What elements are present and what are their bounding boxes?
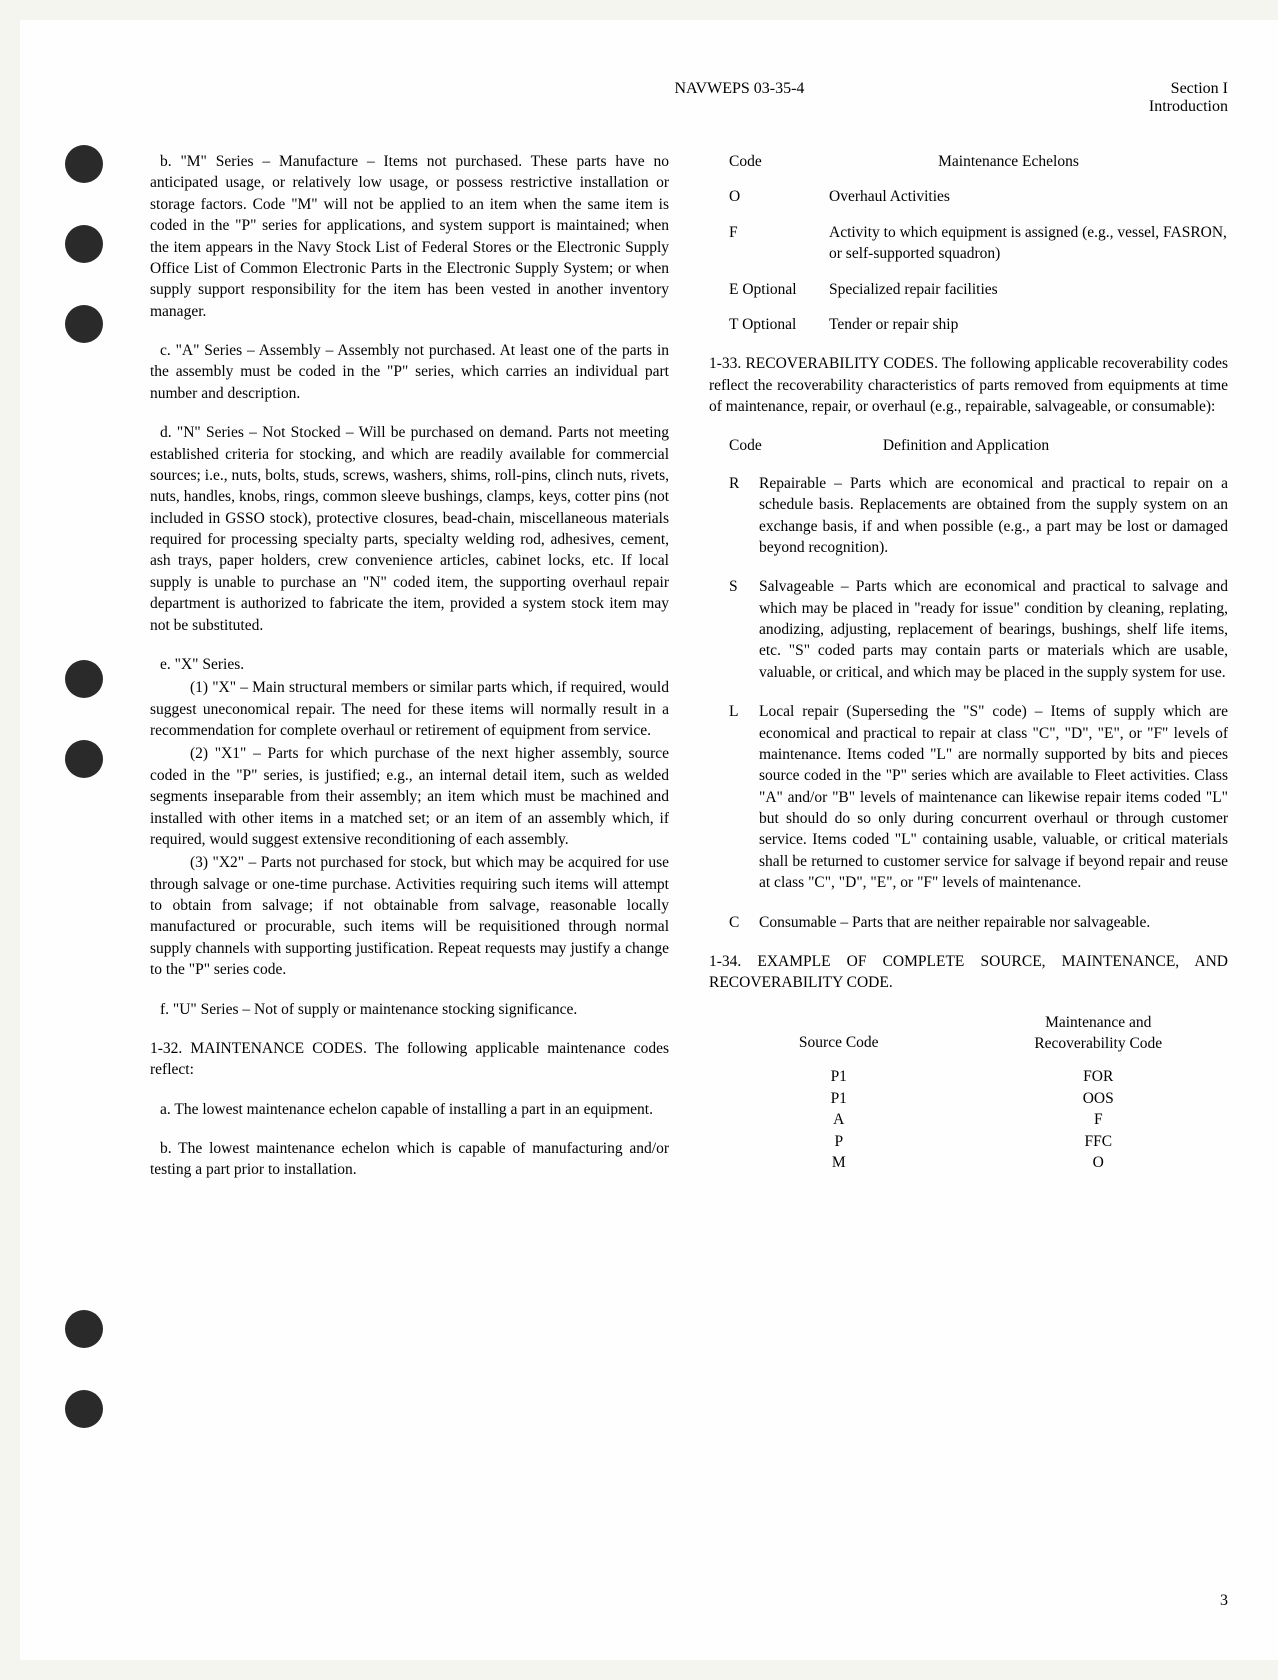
doc-id: NAVWEPS 03-35-4 — [150, 80, 1149, 116]
example-source: P — [709, 1131, 969, 1152]
example-maint: FFC — [969, 1131, 1229, 1152]
echelon-row: T Optional Tender or repair ship — [709, 314, 1228, 335]
example-maint: O — [969, 1152, 1229, 1173]
binder-hole — [65, 1390, 103, 1428]
example-header-source: Source Code — [709, 1012, 969, 1055]
binder-hole — [65, 225, 103, 263]
echelon-code: T Optional — [709, 314, 829, 335]
paragraph-133: 1-33. RECOVERABILITY CODES. The followin… — [709, 353, 1228, 417]
definition-row: C Consumable – Parts that are neither re… — [709, 912, 1228, 933]
paragraph-e3: (3) "X2" – Parts not purchased for stock… — [150, 852, 669, 980]
right-column: Code Maintenance Echelons O Overhaul Act… — [709, 151, 1228, 1199]
def-text: Consumable – Parts that are neither repa… — [759, 912, 1228, 933]
paragraph-132b: b. The lowest maintenance echelon which … — [150, 1138, 669, 1181]
example-source: P1 — [709, 1088, 969, 1109]
def-text: Local repair (Superseding the "S" code) … — [759, 701, 1228, 893]
example-source: A — [709, 1109, 969, 1130]
example-row: P FFC — [709, 1131, 1228, 1152]
left-column: b. "M" Series – Manufacture – Items not … — [150, 151, 669, 1199]
example-header-maint: Maintenance and Recoverability Code — [969, 1012, 1229, 1055]
binder-hole — [65, 305, 103, 343]
echelon-desc: Activity to which equipment is assigned … — [829, 222, 1228, 265]
paragraph-e: e. "X" Series. (1) "X" – Main structural… — [150, 654, 669, 981]
content-columns: b. "M" Series – Manufacture – Items not … — [150, 151, 1228, 1199]
echelons-table: Code Maintenance Echelons O Overhaul Act… — [709, 151, 1228, 335]
binder-hole — [65, 145, 103, 183]
section-label: Section I — [1149, 80, 1228, 98]
def-code: L — [709, 701, 759, 893]
definition-row: L Local repair (Superseding the "S" code… — [709, 701, 1228, 893]
document-page: NAVWEPS 03-35-4 Section I Introduction b… — [20, 20, 1278, 1660]
echelon-code: F — [709, 222, 829, 265]
def-text: Salvageable – Parts which are economical… — [759, 576, 1228, 683]
example-header-maint-line1: Maintenance and — [969, 1012, 1229, 1033]
def-text: Repairable – Parts which are economical … — [759, 473, 1228, 559]
def-header-code: Code — [709, 435, 764, 456]
echelon-desc: Specialized repair facilities — [829, 279, 1228, 300]
paragraph-e-head: e. "X" Series. — [150, 654, 669, 675]
def-code: C — [709, 912, 759, 933]
echelon-row: F Activity to which equipment is assigne… — [709, 222, 1228, 265]
example-maint: FOR — [969, 1066, 1229, 1087]
paragraph-d: d. "N" Series – Not Stocked – Will be pu… — [150, 422, 669, 636]
binder-hole — [65, 660, 103, 698]
example-table: Source Code Maintenance and Recoverabili… — [709, 1012, 1228, 1174]
def-code: S — [709, 576, 759, 683]
echelon-desc: Overhaul Activities — [829, 186, 1228, 207]
example-row: A F — [709, 1109, 1228, 1130]
example-row: P1 FOR — [709, 1066, 1228, 1087]
echelon-desc: Tender or repair ship — [829, 314, 1228, 335]
echelons-header: Code Maintenance Echelons — [709, 151, 1228, 172]
paragraph-c: c. "A" Series – Assembly – Assembly not … — [150, 340, 669, 404]
binder-hole — [65, 1310, 103, 1348]
paragraph-134: 1-34. EXAMPLE OF COMPLETE SOURCE, MAINTE… — [709, 951, 1228, 994]
subsection-label: Introduction — [1149, 98, 1228, 116]
paragraph-132a: a. The lowest maintenance echelon capabl… — [150, 1099, 669, 1120]
example-source: M — [709, 1152, 969, 1173]
paragraph-b: b. "M" Series – Manufacture – Items not … — [150, 151, 669, 322]
section-info: Section I Introduction — [1149, 80, 1228, 116]
def-header-desc: Definition and Application — [764, 435, 1228, 456]
example-row: M O — [709, 1152, 1228, 1173]
paragraph-e2: (2) "X1" – Parts for which purchase of t… — [150, 743, 669, 850]
example-source: P1 — [709, 1066, 969, 1087]
def-header: Code Definition and Application — [709, 435, 1228, 456]
page-number: 3 — [1220, 1592, 1228, 1610]
example-maint: F — [969, 1109, 1229, 1130]
echelons-header-code: Code — [709, 151, 829, 172]
echelon-code: O — [709, 186, 829, 207]
page-header: NAVWEPS 03-35-4 Section I Introduction — [150, 80, 1228, 116]
paragraph-e1: (1) "X" – Main structural members or sim… — [150, 677, 669, 741]
echelon-code: E Optional — [709, 279, 829, 300]
echelon-row: E Optional Specialized repair facilities — [709, 279, 1228, 300]
binder-hole — [65, 740, 103, 778]
def-code: R — [709, 473, 759, 559]
echelons-header-desc: Maintenance Echelons — [829, 151, 1228, 172]
example-header-maint-line2: Recoverability Code — [969, 1033, 1229, 1054]
paragraph-f: f. "U" Series – Not of supply or mainten… — [150, 999, 669, 1020]
echelon-row: O Overhaul Activities — [709, 186, 1228, 207]
example-maint: OOS — [969, 1088, 1229, 1109]
definition-row: R Repairable – Parts which are economica… — [709, 473, 1228, 559]
example-row: P1 OOS — [709, 1088, 1228, 1109]
definition-row: S Salvageable – Parts which are economic… — [709, 576, 1228, 683]
example-header: Source Code Maintenance and Recoverabili… — [709, 1012, 1228, 1055]
paragraph-132: 1-32. MAINTENANCE CODES. The following a… — [150, 1038, 669, 1081]
